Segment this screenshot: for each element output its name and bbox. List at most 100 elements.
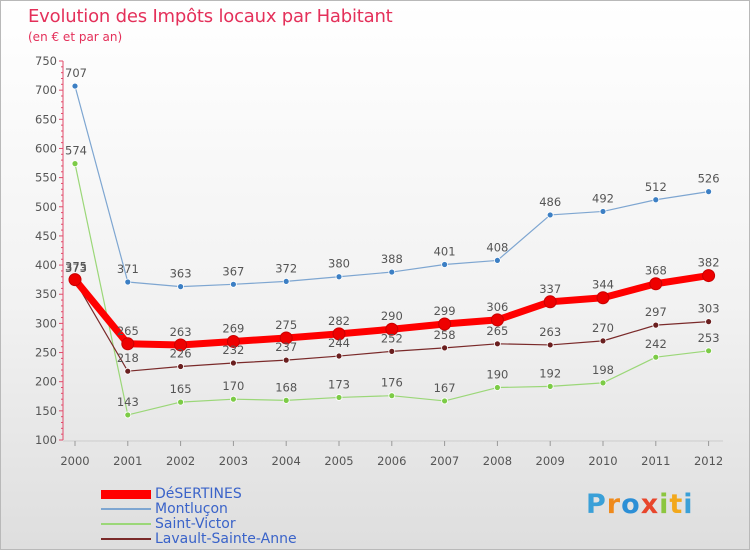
- data-point-montlucon: [282, 278, 290, 285]
- data-label-desertines: 290: [381, 309, 403, 323]
- data-point-desertines: [226, 334, 240, 348]
- data-label-lavault-sainte-anne: 252: [381, 331, 403, 345]
- data-label-saint-victor: 253: [698, 331, 720, 345]
- y-tick-label: 600: [35, 141, 57, 155]
- data-point-desertines: [121, 337, 135, 351]
- data-label-saint-victor: 192: [539, 366, 561, 380]
- data-point-saint-victor: [599, 379, 607, 387]
- legend-item: Lavault-Sainte-Anne: [101, 531, 361, 547]
- data-point-montlucon: [124, 278, 132, 286]
- x-tick-label: 2009: [536, 454, 565, 468]
- data-point-lavault-sainte-anne: [388, 347, 396, 355]
- data-point-desertines: [649, 277, 663, 291]
- y-tick-label: 400: [35, 258, 57, 272]
- data-point-lavault-sainte-anne: [177, 363, 185, 370]
- data-point-lavault-sainte-anne: [652, 321, 660, 329]
- data-point-saint-victor: [546, 382, 554, 390]
- data-label-saint-victor: 170: [222, 379, 244, 393]
- data-label-desertines: 265: [117, 324, 139, 338]
- data-point-lavault-sainte-anne: [599, 337, 607, 345]
- data-point-lavault-sainte-anne: [124, 367, 132, 375]
- data-point-lavault-sainte-anne: [493, 340, 501, 348]
- logo-letter: r: [606, 489, 622, 520]
- x-tick-label: 2004: [272, 454, 301, 468]
- data-label-montlucon: 526: [698, 172, 720, 186]
- legend-swatch: [101, 508, 151, 510]
- data-label-desertines: 368: [645, 264, 667, 278]
- data-label-desertines: 299: [434, 304, 456, 318]
- data-point-desertines: [279, 331, 293, 345]
- data-label-lavault-sainte-anne: 244: [328, 336, 350, 350]
- data-label-lavault-sainte-anne: 373: [65, 261, 87, 275]
- data-point-montlucon: [599, 208, 607, 215]
- data-label-lavault-sainte-anne: 303: [698, 302, 720, 316]
- axes: 100 150 200 250 300 350 400 450 500 550 600 650 700 7…: [35, 54, 723, 468]
- data-point-montlucon: [546, 211, 554, 219]
- data-label-saint-victor: 143: [117, 395, 139, 409]
- legend-label: Saint-Victor: [155, 516, 236, 532]
- proxiti-logo: Proxiti: [586, 489, 694, 520]
- legend: DéSERTINES Montluçon Saint-Victor Lavault-S…: [101, 486, 361, 547]
- y-tick-label: 250: [35, 346, 57, 360]
- data-point-saint-victor: [177, 398, 185, 406]
- y-tick-label: 550: [35, 171, 57, 185]
- x-tick-label: 2000: [60, 454, 89, 468]
- data-point-saint-victor: [705, 347, 712, 355]
- x-tick-label: 2002: [166, 454, 195, 468]
- logo-letter: i: [659, 489, 670, 520]
- data-point-saint-victor: [652, 353, 660, 361]
- y-tick-label: 750: [35, 54, 57, 68]
- logo-letter: P: [586, 489, 607, 520]
- data-point-lavault-sainte-anne: [229, 359, 237, 367]
- data-label-desertines: 263: [170, 325, 192, 339]
- data-label-montlucon: 707: [65, 66, 87, 80]
- data-point-montlucon: [388, 268, 396, 276]
- data-label-lavault-sainte-anne: 226: [170, 347, 192, 361]
- data-label-saint-victor: 173: [328, 377, 350, 391]
- y-tick-label: 150: [35, 404, 57, 418]
- x-tick-label: 2003: [219, 454, 248, 468]
- data-point-desertines: [543, 295, 557, 309]
- data-point-desertines: [68, 273, 82, 287]
- data-label-lavault-sainte-anne: 258: [434, 328, 456, 342]
- data-label-montlucon: 492: [592, 191, 614, 205]
- x-tick-label: 2012: [694, 454, 723, 468]
- legend-item: Saint-Victor: [101, 516, 361, 532]
- x-tick-label: 2001: [113, 454, 142, 468]
- data-point-desertines: [174, 338, 188, 352]
- chart-subtitle: (en € et par an): [28, 30, 123, 44]
- data-label-montlucon: 512: [645, 180, 667, 194]
- data-label-desertines: 269: [222, 321, 244, 335]
- legend-item: Montluçon: [101, 501, 361, 517]
- y-tick-label: 300: [35, 316, 57, 330]
- x-tick-label: 2006: [377, 454, 406, 468]
- data-point-lavault-sainte-anne: [441, 344, 449, 352]
- y-tick-label: 200: [35, 375, 57, 389]
- data-point-saint-victor: [335, 394, 343, 401]
- data-point-montlucon: [229, 280, 237, 288]
- series-lines: [68, 82, 716, 419]
- legend-swatch: [101, 489, 151, 499]
- data-label-lavault-sainte-anne: 232: [222, 343, 244, 357]
- legend-label: Lavault-Sainte-Anne: [155, 531, 297, 547]
- data-label-desertines: 344: [592, 278, 614, 292]
- legend-label: Montluçon: [155, 501, 228, 517]
- x-tick-label: 2011: [641, 454, 670, 468]
- data-point-desertines: [385, 322, 399, 336]
- data-point-montlucon: [652, 196, 660, 204]
- logo-letter: i: [683, 489, 694, 520]
- data-label-desertines: 282: [328, 314, 350, 328]
- data-label-saint-victor: 168: [275, 380, 297, 394]
- y-tick-label: 350: [35, 287, 57, 301]
- data-label-desertines: 306: [486, 300, 508, 314]
- data-point-saint-victor: [388, 392, 396, 400]
- x-tick-label: 2007: [430, 454, 459, 468]
- data-label-saint-victor: 176: [381, 376, 403, 390]
- y-tick-label: 500: [35, 200, 57, 214]
- data-labels: 707 371 363 367 372 380 388 401 408 486 492 512 526 5…: [65, 66, 720, 409]
- data-point-montlucon: [493, 257, 501, 264]
- data-point-saint-victor: [124, 411, 132, 419]
- data-label-montlucon: 363: [170, 267, 192, 281]
